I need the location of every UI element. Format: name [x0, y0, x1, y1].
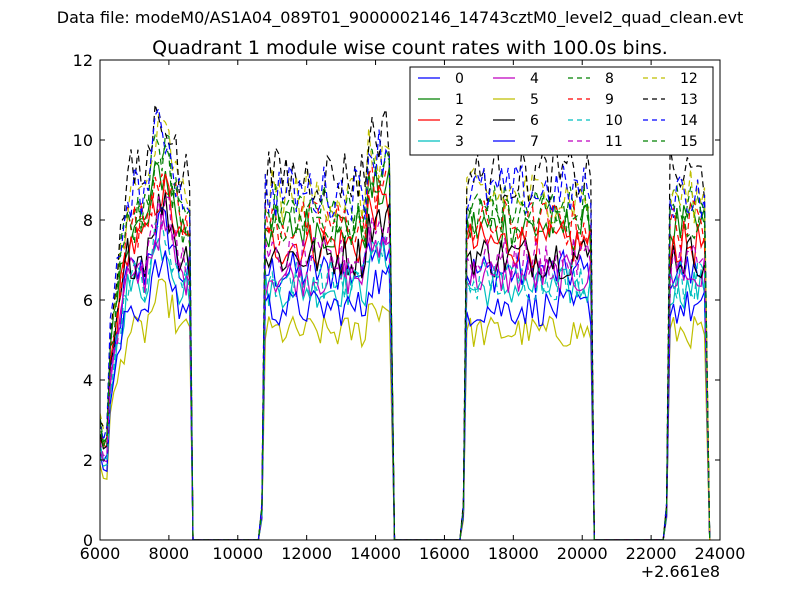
- y-tick-label: 12: [73, 51, 93, 70]
- x-tick-label: 20000: [557, 544, 608, 563]
- series-line-7: [100, 250, 711, 540]
- legend-label-3: 3: [455, 134, 464, 150]
- legend-label-11: 11: [605, 134, 623, 150]
- x-tick-label: 16000: [419, 544, 470, 563]
- legend-box: [409, 66, 714, 156]
- series-line-15: [100, 143, 711, 540]
- legend-label-14: 14: [680, 113, 698, 129]
- x-tick-label: 12000: [281, 544, 332, 563]
- x-tick-label: 22000: [626, 544, 677, 563]
- series-line-4: [100, 209, 711, 540]
- legend-label-5: 5: [530, 92, 539, 108]
- series-layer: [100, 104, 711, 540]
- y-tick-label: 6: [83, 291, 93, 310]
- data-file-caption: Data file: modeM0/AS1A04_089T01_90000021…: [57, 8, 743, 28]
- y-tick-label: 0: [83, 531, 93, 550]
- legend-label-13: 13: [680, 92, 698, 108]
- y-tick-label: 2: [83, 451, 93, 470]
- legend-label-2: 2: [455, 113, 464, 129]
- x-tick-label: 18000: [488, 544, 539, 563]
- x-tick-label: 8000: [149, 544, 190, 563]
- x-tick-label: 14000: [350, 544, 401, 563]
- x-tick-label: 10000: [212, 544, 263, 563]
- legend-label-7: 7: [530, 134, 539, 150]
- series-line-11: [100, 196, 711, 540]
- x-tick-label: 6000: [80, 544, 121, 563]
- series-line-12: [100, 113, 711, 540]
- legend-label-4: 4: [530, 71, 539, 87]
- legend-label-15: 15: [680, 134, 698, 150]
- legend-label-10: 10: [605, 113, 623, 129]
- axis-ticks: 6000 8000 10000 12000 14000 16000 18000 20000 22…: [73, 51, 746, 563]
- legend-label-9: 9: [605, 92, 614, 108]
- y-tick-label: 4: [83, 371, 93, 390]
- x-tick-label: 24000: [695, 544, 746, 563]
- legend-label-6: 6: [530, 113, 539, 129]
- legend-label-0: 0: [455, 71, 464, 87]
- y-tick-label: 8: [83, 211, 93, 230]
- legend-label-12: 12: [680, 71, 698, 87]
- series-line-3: [100, 238, 711, 540]
- y-tick-label: 10: [73, 131, 93, 150]
- chart-title: Quadrant 1 module wise count rates with …: [152, 37, 668, 59]
- series-line-14: [100, 106, 711, 540]
- series-line-9: [100, 166, 711, 540]
- series-line-10: [100, 221, 711, 540]
- legend-label-1: 1: [455, 92, 464, 108]
- x-offset-label: +2.661e8: [641, 562, 720, 581]
- legend-label-8: 8: [605, 71, 614, 87]
- series-line-5: [100, 278, 711, 540]
